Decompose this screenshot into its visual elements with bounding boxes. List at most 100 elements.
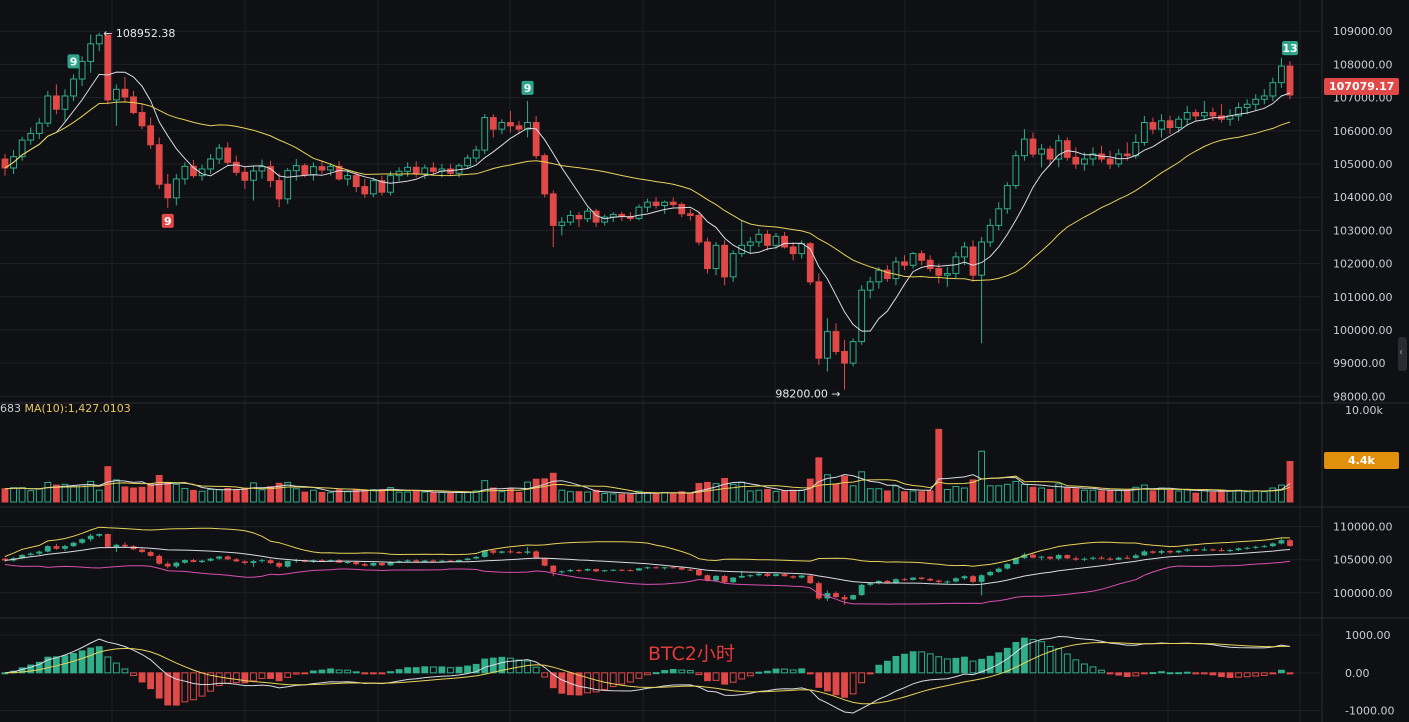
band-candle-body (918, 577, 925, 579)
band-candle-body (1081, 558, 1088, 560)
macd-histogram-bar (1140, 672, 1148, 675)
volume-bar (1218, 489, 1225, 503)
macd-histogram-bar (901, 653, 908, 674)
candle-body (35, 122, 43, 134)
macd-histogram-bar (1260, 672, 1268, 676)
volume-bar (1080, 489, 1088, 503)
band-candle-body (70, 542, 77, 547)
sidebar-collapse-handle[interactable]: ‹ (1398, 337, 1407, 371)
macd-panel[interactable] (1, 635, 1294, 714)
candle-body (1166, 120, 1174, 128)
macd-dea-line (4, 641, 1290, 705)
band-candle-body (1021, 554, 1028, 559)
volume-bar (1166, 489, 1174, 503)
macd-histogram-bar (327, 668, 334, 674)
macd-histogram-bar (87, 647, 95, 674)
volume-bar (1192, 492, 1200, 503)
candle-body (601, 216, 609, 223)
volume-bar (961, 487, 968, 503)
candle-body (849, 341, 857, 364)
volume-bar (147, 483, 155, 503)
band-candle-body (1278, 540, 1285, 544)
candle-body (404, 166, 412, 172)
candle-body (686, 213, 694, 216)
candle-body (969, 246, 977, 276)
candle-body (815, 281, 823, 359)
candle-body (172, 178, 180, 199)
td-count-label: 13 (1282, 42, 1297, 55)
candle-body (1080, 158, 1088, 165)
macd-histogram-bar (78, 650, 86, 674)
td-count-label: 9 (70, 55, 78, 68)
macd-histogram-bar (858, 672, 866, 684)
volume-bar (1200, 488, 1208, 503)
candle-body (926, 259, 934, 270)
macd-histogram-bar (635, 672, 643, 679)
volume-bar (712, 483, 720, 503)
macd-histogram-bar (258, 672, 266, 679)
macd-histogram-bar (1055, 648, 1063, 674)
band-candle-body (610, 569, 617, 571)
macd-histogram-bar (1038, 641, 1045, 674)
candle-body (789, 246, 797, 255)
macd-histogram-bar (1106, 672, 1114, 675)
band-candle-body (807, 575, 814, 584)
band-candle-body (687, 569, 694, 571)
volume-bar (524, 481, 531, 503)
volume-bar (669, 493, 677, 503)
volume-bar (943, 488, 951, 503)
volume-bar (781, 490, 788, 503)
band-candle-body (910, 577, 916, 580)
band-candle-body (978, 575, 985, 582)
volume-panel[interactable] (1, 428, 1294, 503)
macd-histogram-bar (764, 670, 771, 674)
band-candle-body (995, 568, 1002, 572)
macd-histogram-bar (1269, 672, 1277, 675)
macd-histogram-bar (986, 655, 994, 674)
volume-bar (832, 483, 840, 503)
band-candle-body (755, 573, 762, 576)
candle-body (292, 165, 300, 172)
band-candle-body (738, 575, 745, 578)
candle-body (472, 149, 480, 159)
volume-bar (215, 488, 223, 503)
candle-body (44, 95, 52, 124)
candle-body (1175, 118, 1183, 128)
band-candle-body (447, 560, 454, 562)
band-candle-body (104, 534, 111, 547)
volume-bar (1063, 487, 1071, 503)
macd-histogram-bar (815, 672, 823, 688)
band-panel[interactable] (2, 526, 1293, 605)
macd-histogram-bar (789, 669, 797, 674)
candle-body (1278, 65, 1285, 84)
band-candle-body (944, 581, 951, 583)
band-candle-body (1218, 550, 1225, 552)
volume-bar (318, 491, 326, 503)
candle-body (652, 201, 660, 206)
macd-histogram-bar (695, 672, 703, 676)
watermark-text: BTC2小时 (648, 643, 735, 665)
macd-histogram-bar (772, 668, 780, 674)
band-candle-body (1235, 548, 1242, 551)
band-candle-body (267, 560, 274, 563)
candle-body (832, 331, 840, 353)
candle-body (892, 261, 900, 280)
macd-histogram-bar (892, 655, 900, 674)
macd-histogram-bar (404, 667, 412, 674)
band-candle-body (1150, 551, 1156, 553)
macd-histogram-bar (524, 660, 531, 674)
candle-body (1235, 107, 1243, 117)
volume-bar (1183, 488, 1191, 503)
candle-body (1063, 140, 1071, 158)
candle-body (327, 165, 334, 171)
band-candle-body (987, 571, 994, 576)
macd-histogram-bar (549, 672, 557, 689)
band-candle-body (1047, 556, 1054, 559)
volume-bar (909, 490, 917, 503)
candle-body (1072, 156, 1080, 165)
band-candle-body (653, 567, 659, 569)
band-candle-body (199, 560, 205, 563)
volume-legend-prefix: 683 (0, 402, 21, 415)
